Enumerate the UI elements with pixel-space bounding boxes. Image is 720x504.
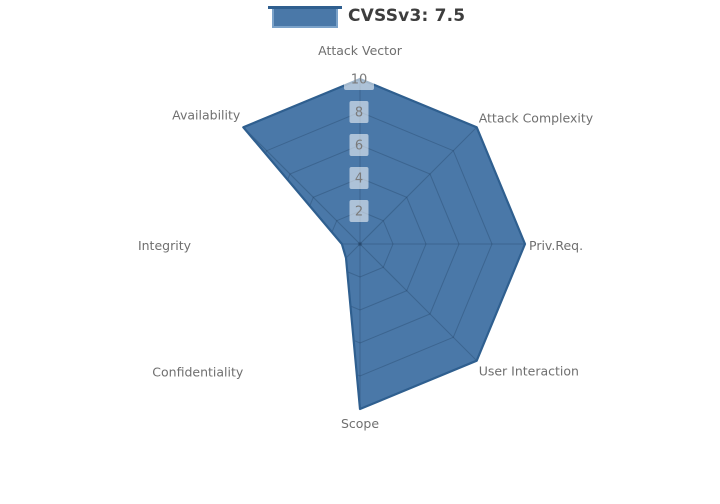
tick-label-text: 8: [355, 106, 363, 121]
tick-label-text: 10: [351, 73, 368, 88]
axis-label-scope: Scope: [341, 416, 379, 431]
legend-label: CVSSv3: 7.5: [348, 6, 466, 26]
grid-ring: [326, 210, 394, 278]
series-outline: [242, 77, 527, 411]
radial-tick-label: 10: [344, 68, 374, 90]
tick-label-text: 4: [355, 172, 363, 187]
legend-marker-fill: [272, 9, 338, 28]
tick-label-bg: [349, 167, 369, 189]
axis-label-attack-vector: Attack Vector: [318, 43, 403, 58]
radial-tick-label: 4: [349, 167, 369, 189]
legend-item[interactable]: CVSSv3: 7.5: [268, 6, 465, 28]
grid-spoke: [243, 126, 361, 245]
axis-label-integrity: Integrity: [138, 238, 192, 253]
axis-label-user-interaction: User Interaction: [479, 364, 579, 379]
radial-tick-label: 6: [349, 134, 369, 156]
tick-label-text: 2: [355, 205, 363, 220]
radial-tick-label: 2: [349, 200, 369, 222]
axis-label-availability: Availability: [172, 107, 241, 122]
grid-center-dot: [357, 241, 363, 247]
radial-tick-label: 8: [349, 101, 369, 123]
axis-label-confidentiality: Confidentiality: [152, 365, 244, 380]
tick-label-bg: [349, 200, 369, 222]
tick-label-text: 6: [355, 139, 363, 154]
series-area[interactable]: [243, 79, 526, 409]
tick-label-bg: [349, 101, 369, 123]
grid-spoke: [359, 243, 478, 362]
tick-label-bg: [344, 68, 374, 90]
grid-spoke: [243, 243, 361, 362]
axis-label-attack-complexity: Attack Complexity: [479, 110, 594, 125]
legend-marker-line: [268, 6, 342, 9]
tick-label-bg: [349, 134, 369, 156]
legend-marker: [268, 6, 342, 28]
grid-spoke: [359, 126, 478, 245]
axis-label-priv-req: Priv.Req.: [529, 238, 583, 253]
